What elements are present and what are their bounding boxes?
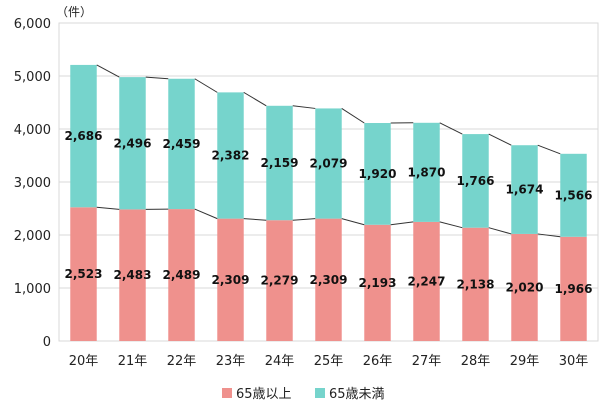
bar-65-and-over [217, 218, 244, 341]
x-tick-label: 23年 [216, 354, 246, 369]
x-tick-label: 28年 [461, 354, 491, 369]
bar-65-and-over [119, 209, 146, 341]
y-unit-label: （件） [56, 5, 92, 19]
data-label-65-and-over: 2,279 [261, 274, 299, 288]
series-line-total [537, 144, 561, 155]
bar-65-and-over [560, 236, 587, 341]
series-line-total [243, 91, 267, 107]
legend-swatch-65-and-over [222, 388, 232, 398]
series-line-65-and-over [194, 208, 218, 220]
y-tick-label: 4,000 [14, 123, 51, 138]
y-tick-label: 5,000 [14, 70, 51, 85]
bar-under-65 [168, 78, 195, 210]
data-label-65-and-over: 2,193 [359, 276, 397, 290]
data-label-under-65: 1,870 [408, 165, 446, 179]
data-label-under-65: 2,686 [65, 129, 103, 143]
legend-swatch-under-65 [315, 388, 325, 398]
series-line-65-and-over [292, 218, 316, 221]
bar-under-65 [217, 92, 244, 219]
data-label-65-and-over: 2,247 [408, 274, 446, 288]
y-tick-label: 1,000 [14, 282, 51, 297]
bar-65-and-over [168, 209, 195, 341]
x-tick-label: 20年 [69, 354, 99, 369]
x-tick-label: 26年 [363, 354, 393, 369]
x-tick-label: 29年 [510, 354, 540, 369]
y-tick-label: 3,000 [14, 176, 51, 191]
data-label-65-and-over: 2,483 [114, 268, 152, 282]
series-line-65-and-over [341, 218, 365, 226]
series-line-total [292, 105, 316, 109]
series-line-total [194, 78, 218, 93]
series-line-65-and-over [439, 221, 463, 229]
series-line-total [439, 122, 463, 135]
series-line-65-and-over [537, 233, 561, 238]
bar-under-65 [315, 108, 342, 219]
data-label-65-and-over: 2,489 [163, 268, 201, 282]
series-line-total [96, 64, 120, 78]
data-label-under-65: 2,079 [310, 157, 348, 171]
series-line-65-and-over [243, 218, 267, 221]
bar-under-65 [70, 64, 97, 208]
bar-under-65 [266, 105, 293, 221]
bar-under-65 [413, 122, 440, 222]
data-label-under-65: 1,920 [359, 167, 397, 181]
x-tick-label: 30年 [559, 354, 589, 369]
bar-under-65 [364, 123, 391, 225]
series-line-total [488, 133, 512, 146]
data-label-under-65: 2,159 [261, 156, 299, 170]
data-label-under-65: 1,566 [555, 188, 593, 202]
data-label-under-65: 2,496 [114, 136, 152, 150]
data-label-65-and-over: 1,966 [555, 282, 593, 296]
bar-65-and-over [70, 207, 97, 341]
y-tick-label: 2,000 [14, 229, 51, 244]
series-line-65-and-over [96, 206, 120, 210]
y-tick-label: 0 [43, 335, 51, 350]
bar-65-and-over [511, 233, 538, 341]
x-tick-label: 27年 [412, 354, 442, 369]
bar-under-65 [511, 145, 538, 234]
data-label-under-65: 2,459 [163, 137, 201, 151]
x-tick-label: 25年 [314, 354, 344, 369]
legend-label-under-65: 65歳未満 [329, 387, 385, 402]
x-tick-label: 22年 [167, 354, 197, 369]
data-label-65-and-over: 2,309 [212, 273, 250, 287]
data-label-65-and-over: 2,523 [65, 267, 103, 281]
data-label-65-and-over: 2,020 [506, 280, 544, 294]
legend: 65歳以上 65歳未満 [222, 387, 385, 402]
bar-under-65 [462, 134, 489, 228]
x-tick-label: 21年 [118, 354, 148, 369]
data-label-65-and-over: 2,309 [310, 273, 348, 287]
series-line-65-and-over [390, 221, 414, 226]
bar-65-and-over [413, 221, 440, 341]
data-label-65-and-over: 2,138 [457, 277, 495, 291]
series-line-65-and-over [488, 227, 512, 235]
data-label-under-65: 1,766 [457, 174, 495, 188]
data-label-under-65: 1,674 [506, 183, 544, 197]
series-line-total [145, 76, 169, 80]
bar-65-and-over [364, 224, 391, 341]
bar-under-65 [560, 153, 587, 237]
bar-65-and-over [462, 227, 489, 341]
y-tick-label: 6,000 [14, 17, 51, 32]
bar-under-65 [119, 77, 146, 210]
bar-65-and-over [315, 218, 342, 341]
bar-65-and-over [266, 220, 293, 341]
x-tick-label: 24年 [265, 354, 295, 369]
series-line-total [341, 108, 365, 124]
legend-label-65-and-over: 65歳以上 [236, 387, 292, 402]
data-label-under-65: 2,382 [212, 149, 250, 163]
